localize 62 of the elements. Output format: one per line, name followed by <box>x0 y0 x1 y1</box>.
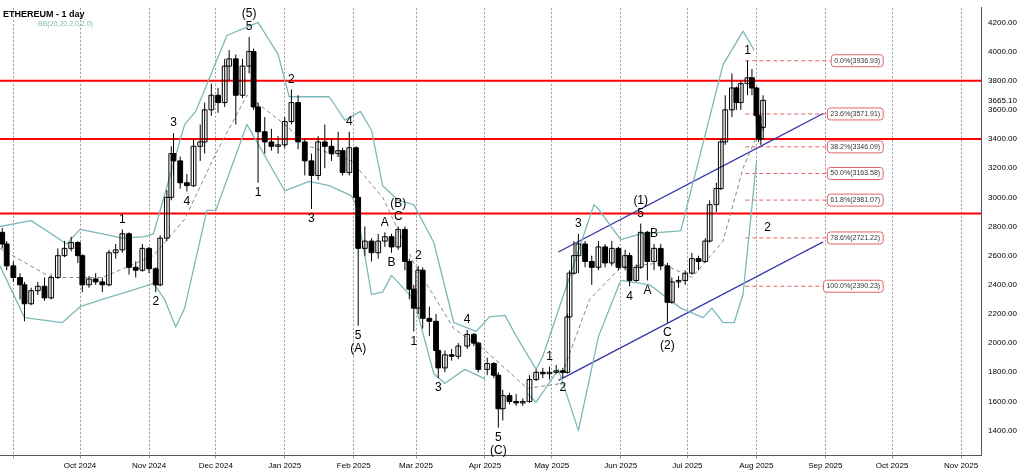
annotation: 5 <box>494 430 502 445</box>
y-tick-label: 2000.00 <box>988 338 1018 348</box>
x-tick-label: Mar 2025 <box>399 461 434 471</box>
annotation: 2 <box>559 380 567 395</box>
annotation: 2 <box>414 248 422 263</box>
y-tick-label: 4000.00 <box>988 46 1018 56</box>
annotation: 3 <box>575 216 583 231</box>
y-tick-label: 3600.00 <box>988 105 1018 115</box>
annotation: 5 <box>354 327 362 342</box>
x-tick-label: May 2025 <box>534 461 570 471</box>
y-tick-label: 1600.00 <box>988 396 1018 406</box>
y-tick-label: 3200.00 <box>988 163 1018 173</box>
y-tick-label: 1800.00 <box>988 367 1018 377</box>
y-tick-label: 2600.00 <box>988 250 1018 260</box>
x-tick-label: Jun 2025 <box>604 461 638 471</box>
x-tick-label: Nov 2025 <box>943 461 979 471</box>
x-tick-label: Aug 2025 <box>739 461 775 471</box>
annotation: 1 <box>744 43 752 58</box>
x-tick-label: Sep 2025 <box>808 461 844 471</box>
x-tick-label: Jul 2025 <box>672 461 704 471</box>
chart-title: ETHEREUM - 1 day <box>3 8 85 19</box>
annotation: (A) <box>350 340 367 355</box>
x-tick-label: Dec 2024 <box>198 461 234 471</box>
annotation: A <box>643 282 652 297</box>
annotation: (5) <box>241 6 257 21</box>
y-tick-label: 3000.00 <box>988 192 1018 202</box>
annotation: 1 <box>254 185 262 200</box>
y-tick-label: 3665.10 <box>988 95 1018 105</box>
y-tick-label: 1400.00 <box>988 425 1018 435</box>
annotation: C <box>663 325 673 340</box>
y-tick-label: 3800.00 <box>988 75 1018 85</box>
annotation: 5 <box>245 19 253 34</box>
x-tick-label: Oct 2024 <box>63 461 97 471</box>
x-tick-label: Nov 2024 <box>131 461 167 471</box>
annotation: 2 <box>152 294 160 309</box>
annotation: 4 <box>183 193 191 208</box>
annotation: 4 <box>345 114 353 129</box>
annotation: 3 <box>170 115 178 130</box>
annotation: 1 <box>410 333 418 348</box>
annotation: (B) <box>390 195 407 210</box>
x-tick-label: Jan 2025 <box>268 461 302 471</box>
annotation: B <box>650 226 659 241</box>
y-tick-label: 2200.00 <box>988 309 1018 319</box>
annotation: 4 <box>463 312 471 327</box>
annotation: (1) <box>633 192 649 207</box>
annotation: (2) <box>660 338 675 353</box>
y-tick-label: 2400.00 <box>988 280 1018 290</box>
annotation: 1 <box>546 348 554 363</box>
annotation: 4 <box>626 288 634 303</box>
y-tick-label: 4200.00 <box>988 17 1018 27</box>
annotation: B <box>387 255 396 270</box>
annotation: 1 <box>119 211 127 226</box>
annotation: (C) <box>489 443 507 458</box>
annotation: 2 <box>764 220 772 235</box>
annotation: 3 <box>308 211 316 226</box>
y-tick-label: 3400.00 <box>988 134 1018 144</box>
annotation: A <box>380 214 389 229</box>
x-tick-label: Oct 2025 <box>875 461 909 471</box>
x-tick-label: Apr 2025 <box>468 461 502 471</box>
x-tick-label: Feb 2025 <box>336 461 372 471</box>
annotation: 3 <box>434 380 442 395</box>
y-tick-label: 2800.00 <box>988 221 1018 231</box>
